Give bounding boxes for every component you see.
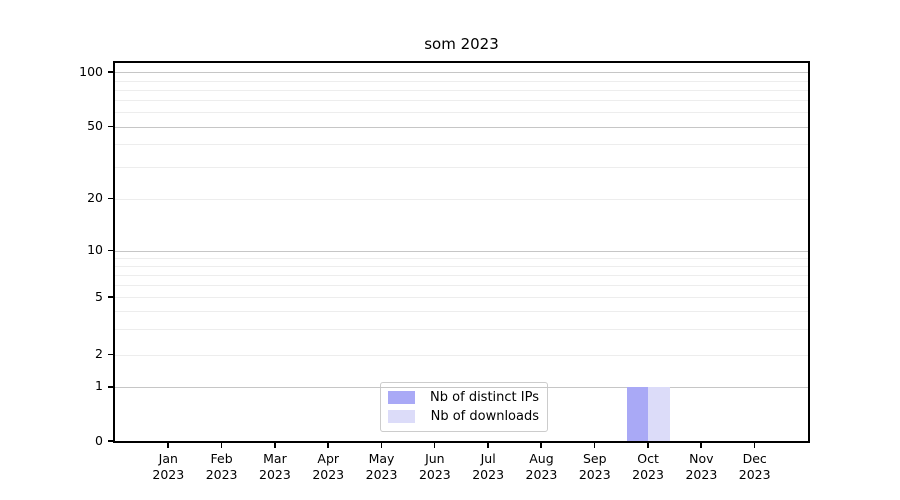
gridline-minor	[115, 285, 808, 287]
y-tick-mark	[108, 197, 115, 200]
y-tick-label: 2	[95, 346, 103, 362]
legend-swatch-distinct-ips	[388, 391, 415, 404]
gridline-minor	[115, 258, 808, 260]
plot-area: Nb of distinct IPs Nb of downloads	[113, 61, 810, 443]
gridline-minor	[115, 329, 808, 331]
gridline-major	[115, 386, 808, 388]
gridline-major	[115, 72, 808, 74]
y-tick-label: 50	[87, 118, 103, 133]
x-tick-mark	[273, 443, 276, 448]
y-tick-label: 5	[95, 288, 103, 304]
x-tick-label: Oct 2023	[632, 451, 664, 482]
y-tick-label: 1	[95, 378, 103, 394]
legend-label-distinct-ips: Nb of distinct IPs	[430, 390, 539, 405]
legend-row-distinct-ips: Nb of distinct IPs	[388, 388, 539, 407]
bar-downloads	[648, 386, 670, 441]
x-tick-label: Jul 2023	[472, 451, 505, 482]
y-tick-mark	[108, 249, 115, 252]
x-tick-mark	[327, 443, 329, 448]
x-tick-label: Jan 2023	[152, 451, 185, 482]
gridline-major	[115, 126, 808, 128]
x-tick-mark	[593, 443, 596, 448]
x-tick-mark	[700, 443, 702, 448]
y-tick-label: 100	[79, 63, 103, 79]
x-tick-label: Sep 2023	[578, 451, 611, 482]
x-tick-label: Aug 2023	[525, 451, 558, 482]
x-tick-mark	[380, 443, 383, 448]
gridline-minor	[115, 112, 808, 114]
x-tick-mark	[487, 443, 489, 448]
gridline-minor	[115, 198, 808, 200]
x-tick-mark	[540, 443, 543, 448]
y-tick-mark	[108, 385, 115, 388]
y-tick-label: 20	[87, 190, 103, 206]
gridline-minor	[115, 144, 808, 146]
y-tick-mark	[108, 125, 115, 128]
x-tick-mark	[433, 443, 436, 448]
x-tick-label: Nov 2023	[685, 451, 718, 482]
y-tick-label: 10	[87, 242, 103, 258]
gridline-minor	[115, 265, 808, 267]
legend: Nb of distinct IPs Nb of downloads	[380, 382, 548, 432]
gridline-minor	[115, 297, 808, 299]
gridline-minor	[115, 354, 808, 356]
y-tick-label: 0	[95, 432, 103, 448]
y-tick-mark	[108, 440, 115, 442]
gridline-minor	[115, 274, 808, 276]
gridline-minor	[115, 100, 808, 102]
x-tick-label: Feb 2023	[205, 451, 238, 482]
gridline-minor	[115, 166, 808, 168]
y-tick-mark	[108, 71, 115, 74]
x-tick-mark	[753, 443, 756, 448]
x-tick-mark	[220, 443, 223, 448]
y-tick-mark	[108, 353, 115, 356]
chart-title: som 2023	[424, 35, 499, 53]
legend-swatch-downloads	[388, 410, 415, 423]
x-tick-label: Mar 2023	[259, 451, 291, 482]
y-tick-mark	[108, 296, 115, 298]
gridline-major	[115, 250, 808, 252]
legend-label-downloads: Nb of downloads	[430, 409, 539, 424]
x-tick-label: May 2023	[365, 451, 398, 482]
gridline-minor	[115, 89, 808, 91]
legend-row-downloads: Nb of downloads	[388, 407, 539, 426]
x-tick-mark	[167, 443, 169, 448]
bar-distinct-ips	[626, 386, 649, 441]
gridline-minor	[115, 311, 808, 313]
gridline-minor	[115, 80, 808, 82]
x-tick-mark	[647, 443, 649, 448]
x-tick-label: Dec 2023	[738, 451, 771, 482]
x-tick-label: Jun 2023	[418, 451, 451, 482]
x-tick-label: Apr 2023	[312, 451, 345, 482]
